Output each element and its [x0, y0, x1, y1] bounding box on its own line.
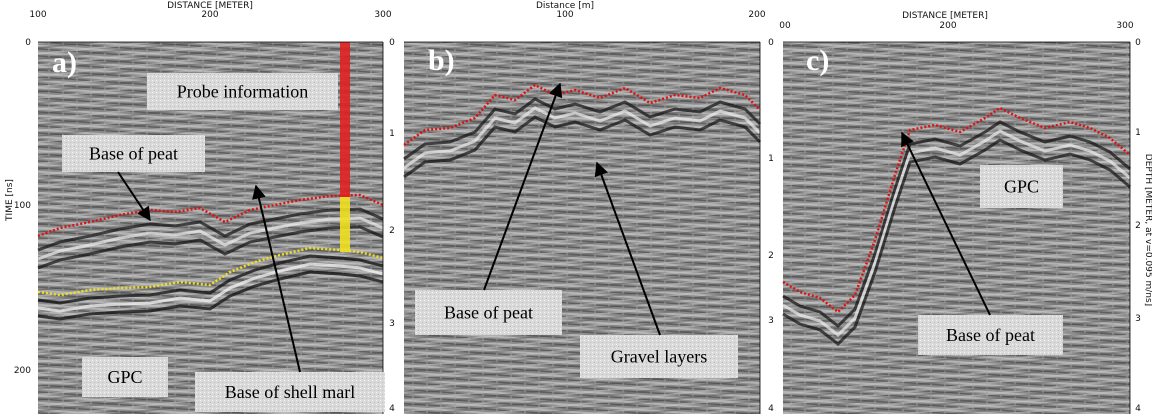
reflector-band [37, 207, 384, 252]
reflector-band [37, 270, 384, 321]
reflector-band [37, 216, 384, 261]
depth-tick-label: 3 [1135, 314, 1141, 324]
panel-label: a) [52, 46, 77, 79]
x-tick-label: 00 [779, 21, 791, 31]
x-axis-title: Distance [m] [536, 1, 594, 11]
arrow [594, 161, 661, 336]
peat-base-line [403, 83, 761, 147]
panel-label: c) [806, 44, 829, 77]
reflector-band [782, 120, 1131, 328]
depth-axis-title: DEPTH [METER, at v=0.095 m/ns] [1143, 154, 1152, 306]
annotation-box [147, 73, 338, 110]
y-tick-label: 200 [14, 366, 31, 376]
arrow [483, 82, 563, 291]
reflector-band [782, 138, 1131, 346]
depth-tick-label: 0 [1135, 38, 1141, 48]
depth-tick-label: 2 [1135, 221, 1141, 231]
annotation: GPC [107, 367, 142, 387]
reflector-band [403, 106, 762, 170]
x-tick-label: 200 [201, 10, 218, 20]
depth-tick-label: 4 [768, 404, 774, 414]
depth-tick-label: 1 [1135, 128, 1141, 138]
reflector-band [403, 115, 762, 179]
depth-tick-label: 2 [389, 226, 395, 236]
annotation: Base of peat [946, 325, 1035, 345]
annotation-box [918, 315, 1063, 355]
arrow [901, 131, 991, 316]
annotation: Gravel layers [611, 347, 707, 367]
depth-tick-label: 4 [389, 404, 395, 414]
annotation: Base of shell marl [225, 382, 355, 402]
annotation-box [82, 357, 168, 397]
x-tick-label: 100 [556, 10, 573, 20]
annotation-box [195, 372, 385, 412]
shell-marl-line [37, 246, 384, 297]
annotation-box [62, 135, 205, 172]
reflector-band [37, 262, 384, 313]
depth-tick-label: 3 [389, 319, 395, 329]
annotation: Base of peat [89, 144, 178, 164]
y-tick-label: 100 [14, 201, 31, 211]
x-tick-label: 100 [29, 10, 46, 20]
depth-tick-label: 1 [389, 129, 395, 139]
arrow [252, 184, 301, 373]
annotation-box [580, 335, 738, 378]
annotation: Probe information [177, 82, 308, 102]
arrow [117, 171, 151, 222]
depth-tick-label: 3 [768, 316, 774, 326]
depth-tick-label: 0 [389, 38, 395, 48]
annotation: GPC [1004, 177, 1039, 197]
probe-bar [340, 42, 350, 197]
annotation-box [980, 165, 1063, 208]
annotation: Base of peat [444, 303, 533, 323]
panel-label: b) [428, 44, 455, 77]
y-tick-label: 0 [25, 38, 31, 48]
depth-tick-label: 0 [768, 38, 774, 48]
annotation-box [415, 290, 562, 335]
probe-bar [340, 197, 350, 252]
radargram-texture [783, 42, 1130, 414]
depth-tick-label: 1 [768, 154, 774, 164]
depth-tick-label: 4 [1135, 404, 1141, 414]
reflector-band [782, 129, 1131, 337]
x-tick-label: 300 [1116, 21, 1133, 31]
depth-tick-label: 2 [768, 251, 774, 261]
x-tick-label: 200 [939, 21, 956, 31]
x-axis-title: DISTANCE [METER] [167, 1, 253, 11]
x-axis-title: DISTANCE [METER] [902, 11, 988, 21]
reflector-band [403, 97, 762, 161]
x-tick-label: 300 [374, 10, 391, 20]
reflector-band [37, 254, 384, 305]
y-axis-title: TIME [ns] [5, 179, 15, 222]
x-tick-label: 200 [748, 10, 765, 20]
reflector-band [37, 225, 384, 270]
